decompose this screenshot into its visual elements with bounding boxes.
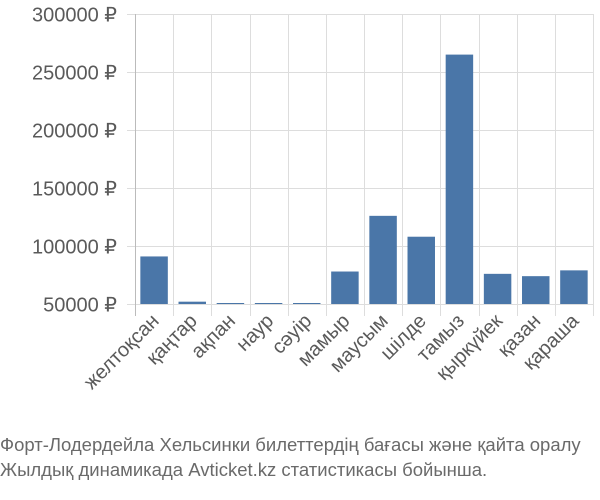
bar-наур xyxy=(254,303,283,304)
bar-қараша xyxy=(560,270,588,304)
y-axis-ticks: 50000 ₽ 100000 ₽ 150000 ₽ 200000 ₽ 250000 ₽ 3… xyxy=(32,5,117,317)
chart-caption-line-1: Форт-Лодердейла Хельсинки билеттердің ба… xyxy=(0,434,581,455)
bars xyxy=(140,54,588,304)
bar-маусым xyxy=(369,215,397,304)
bar-сәуір xyxy=(293,303,321,304)
bar-шілде xyxy=(407,236,435,304)
bar-желтоқсан xyxy=(140,256,168,304)
y-tick-label: 300000 ₽ xyxy=(32,5,117,27)
bar-chart: 50000 ₽ 100000 ₽ 150000 ₽ 200000 ₽ 250000 ₽ 3… xyxy=(32,5,594,394)
bar-тамыз xyxy=(445,54,474,304)
bar-қазан xyxy=(522,276,550,304)
y-tick-label: 100000 ₽ xyxy=(32,237,117,259)
bar-мамыр xyxy=(331,271,359,304)
y-tick-label: 50000 ₽ xyxy=(43,295,117,317)
y-tick-label: 200000 ₽ xyxy=(32,121,117,143)
y-tick-label: 150000 ₽ xyxy=(32,179,117,201)
grid-lines xyxy=(127,14,594,316)
x-tick-label: наур xyxy=(232,310,278,356)
bar-қыркүйек xyxy=(483,273,512,304)
x-axis-ticks: желтоқсанқаңтарақпаннаурсәуірмамырмаусым… xyxy=(80,309,584,393)
x-tick-label: ақпан xyxy=(187,310,240,363)
bar-қаңтар xyxy=(178,301,206,304)
y-tick-label: 250000 ₽ xyxy=(32,63,117,85)
chart-caption-line-2: Жылдық динамикада Avticket.kz статистика… xyxy=(0,459,488,480)
bar-ақпан xyxy=(216,303,245,304)
